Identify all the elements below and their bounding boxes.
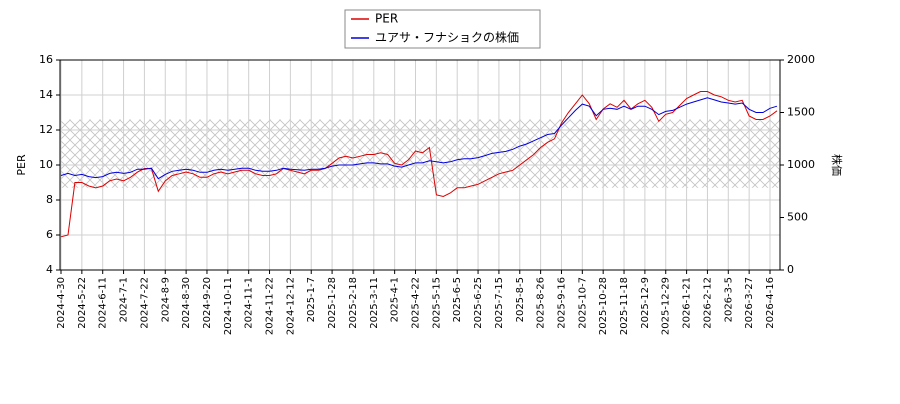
x-tick-label: 2024-11-1 [244, 277, 255, 329]
series-line [60, 91, 778, 238]
series-line [60, 97, 778, 180]
x-tick-label: 2025-8-5 [515, 277, 526, 322]
x-tick-label: 2025-7-15 [494, 277, 505, 329]
x-tick-label: 2025-3-11 [369, 277, 380, 329]
y-tick-label: 6 [46, 228, 53, 241]
x-tick-label: 2025-2-18 [348, 277, 359, 329]
x-tick-label: 2025-1-7 [306, 277, 317, 322]
legend [344, 9, 541, 49]
x-tick-label: 2024-12-12 [285, 277, 296, 335]
x-tick-label: 2026-1-21 [682, 277, 693, 329]
x-tick-label: 2025-6-25 [473, 277, 484, 329]
x-tick-label: 2025-11-18 [619, 277, 630, 335]
y-tick-label: 14 [39, 88, 53, 101]
x-tick-label: 2025-4-1 [390, 277, 401, 322]
y2-tick-label: 1000 [787, 158, 815, 171]
y-tick-label: 4 [46, 263, 53, 276]
y2-tick-label: 500 [787, 211, 808, 224]
y-tick-label: 10 [39, 158, 53, 171]
y2-tick-label: 1500 [787, 106, 815, 119]
x-tick-label: 2024-6-11 [98, 277, 109, 329]
legend-label: PER [375, 12, 398, 26]
x-tick-label: 2024-10-11 [223, 277, 234, 335]
x-tick-label: 2026-2-12 [702, 277, 713, 329]
y2-tick-label: 2000 [787, 53, 815, 66]
y-axis-label: PER [15, 154, 28, 176]
x-tick-label: 2024-8-9 [160, 277, 171, 322]
y-tick-label: 12 [39, 123, 53, 136]
x-tick-label: 2026-3-5 [723, 277, 734, 322]
y-tick-label: 16 [39, 53, 53, 66]
x-tick-label: 2024-7-1 [119, 277, 130, 322]
x-tick-label: 2024-8-30 [181, 277, 192, 329]
x-tick-label: 2025-12-9 [640, 277, 651, 329]
y2-axis-label: 株価 [830, 154, 844, 176]
x-tick-label: 2024-9-20 [202, 277, 213, 329]
x-tick-label: 2025-5-15 [431, 277, 442, 329]
x-tick-label: 2025-9-16 [556, 277, 567, 329]
x-tick-label: 2026-4-16 [765, 277, 776, 329]
x-tick-label: 2025-12-29 [661, 277, 672, 335]
x-tick-label: 2025-1-28 [327, 277, 338, 329]
x-tick-label: 2025-10-28 [598, 277, 609, 335]
range-band [60, 119, 780, 188]
x-tick-label: 2026-3-27 [744, 277, 755, 329]
plot-area [59, 59, 781, 271]
x-tick-label: 2025-10-7 [577, 277, 588, 329]
x-tick-label: 2024-4-30 [56, 277, 67, 329]
legend-label: ユアサ・フナショクの株価 [375, 30, 519, 45]
x-tick-label: 2024-7-22 [139, 277, 150, 329]
x-tick-label: 2024-5-22 [77, 277, 88, 329]
x-tick-label: 2025-8-26 [536, 277, 547, 329]
y2-tick-label: 0 [787, 263, 794, 276]
x-tick-label: 2024-11-22 [265, 277, 276, 335]
x-tick-label: 2025-6-5 [452, 277, 463, 322]
x-tick-label: 2025-4-22 [411, 277, 422, 329]
y-tick-label: 8 [46, 193, 53, 206]
